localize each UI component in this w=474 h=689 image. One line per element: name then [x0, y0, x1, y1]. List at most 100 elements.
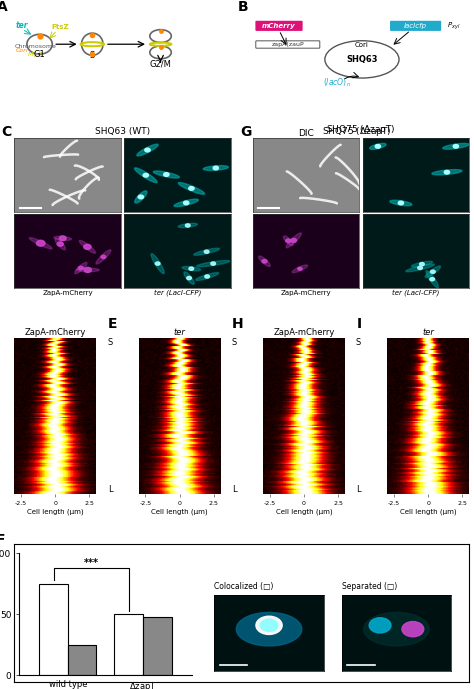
Circle shape: [298, 267, 302, 270]
Text: Cori: Cori: [355, 43, 369, 48]
X-axis label: ZapA-mCherry: ZapA-mCherry: [281, 289, 331, 296]
Polygon shape: [135, 191, 147, 203]
Circle shape: [189, 267, 194, 270]
Polygon shape: [432, 169, 462, 175]
Text: SHQ63: SHQ63: [346, 55, 378, 64]
Polygon shape: [178, 223, 197, 227]
Circle shape: [78, 266, 83, 270]
Circle shape: [185, 224, 190, 227]
Circle shape: [211, 262, 216, 265]
Text: FtsZ: FtsZ: [51, 24, 69, 30]
Polygon shape: [135, 168, 157, 183]
Title: DIC: DIC: [298, 130, 314, 138]
Text: lacIcfp: lacIcfp: [404, 23, 427, 29]
Text: mCherry: mCherry: [262, 23, 296, 29]
Polygon shape: [54, 236, 72, 240]
X-axis label: Cell length (μm): Cell length (μm): [151, 508, 208, 515]
FancyBboxPatch shape: [256, 41, 320, 48]
Circle shape: [453, 145, 458, 148]
Circle shape: [205, 275, 210, 278]
Circle shape: [286, 239, 291, 243]
Polygon shape: [79, 240, 96, 254]
Circle shape: [143, 174, 148, 177]
Circle shape: [204, 250, 209, 254]
Polygon shape: [197, 260, 230, 267]
Text: Cori: Cori: [16, 48, 29, 53]
Title: ter: ter: [173, 328, 185, 337]
Circle shape: [183, 201, 189, 205]
Text: L: L: [108, 485, 112, 494]
Text: S: S: [356, 338, 361, 347]
Circle shape: [398, 201, 403, 205]
Text: F: F: [0, 533, 6, 546]
Polygon shape: [370, 143, 386, 150]
Polygon shape: [55, 238, 65, 250]
Circle shape: [444, 170, 449, 174]
Circle shape: [256, 616, 282, 635]
Circle shape: [375, 145, 381, 148]
Polygon shape: [196, 273, 219, 280]
X-axis label: ter (LacI-CFP): ter (LacI-CFP): [154, 289, 201, 296]
Circle shape: [430, 278, 435, 281]
Circle shape: [145, 148, 150, 152]
Text: S: S: [90, 51, 95, 60]
Polygon shape: [364, 613, 429, 646]
Polygon shape: [390, 200, 412, 206]
Text: H: H: [232, 317, 244, 331]
Text: $(lacO)_n$: $(lacO)_n$: [322, 76, 351, 89]
Text: E: E: [108, 317, 117, 331]
Bar: [68, 645, 96, 675]
Polygon shape: [137, 144, 158, 156]
Circle shape: [369, 618, 391, 633]
Text: Chromosome: Chromosome: [14, 44, 56, 49]
X-axis label: ZapA-mCherry: ZapA-mCherry: [42, 289, 93, 296]
Polygon shape: [237, 613, 302, 646]
Polygon shape: [151, 254, 164, 274]
Polygon shape: [203, 165, 228, 170]
Bar: [143, 617, 172, 675]
Polygon shape: [76, 268, 100, 271]
Text: $P_{xyl}$: $P_{xyl}$: [447, 20, 460, 32]
X-axis label: Cell length (μm): Cell length (μm): [400, 508, 456, 515]
Text: L: L: [356, 485, 361, 494]
Polygon shape: [178, 183, 205, 194]
Text: Separated (□): Separated (□): [342, 582, 397, 590]
Title: ZapA-mCherry: ZapA-mCherry: [273, 328, 335, 337]
Text: S: S: [232, 338, 237, 347]
Circle shape: [260, 619, 278, 631]
Text: SHQ75 ($\Delta$zapT): SHQ75 ($\Delta$zapT): [326, 123, 396, 136]
X-axis label: Cell length (μm): Cell length (μm): [27, 508, 83, 515]
Polygon shape: [259, 256, 270, 267]
Circle shape: [187, 276, 191, 280]
Bar: [114, 615, 143, 675]
Polygon shape: [194, 248, 219, 255]
Circle shape: [189, 187, 194, 190]
Circle shape: [84, 245, 91, 249]
Text: C: C: [1, 125, 12, 139]
Polygon shape: [406, 264, 434, 271]
Text: zapA⟨zauP: zapA⟨zauP: [272, 42, 304, 48]
Text: Colocalized (□): Colocalized (□): [214, 582, 274, 590]
Polygon shape: [443, 143, 469, 150]
X-axis label: Cell length (μm): Cell length (μm): [275, 508, 332, 515]
Circle shape: [164, 173, 169, 176]
Polygon shape: [182, 267, 201, 271]
Polygon shape: [29, 238, 52, 249]
Circle shape: [84, 267, 91, 272]
Text: SHQ63 (WT): SHQ63 (WT): [95, 127, 150, 136]
Polygon shape: [411, 261, 433, 267]
Polygon shape: [74, 263, 87, 274]
Circle shape: [138, 195, 144, 199]
Text: L: L: [232, 485, 237, 494]
Circle shape: [155, 262, 160, 265]
Text: ***: ***: [83, 557, 99, 568]
Polygon shape: [283, 236, 293, 245]
Text: MipZ: MipZ: [28, 52, 43, 57]
Circle shape: [262, 260, 267, 263]
Circle shape: [57, 242, 64, 246]
Title: ter: ter: [422, 328, 434, 337]
Polygon shape: [174, 199, 198, 207]
Circle shape: [101, 256, 106, 258]
Polygon shape: [426, 271, 438, 288]
Polygon shape: [96, 250, 111, 264]
